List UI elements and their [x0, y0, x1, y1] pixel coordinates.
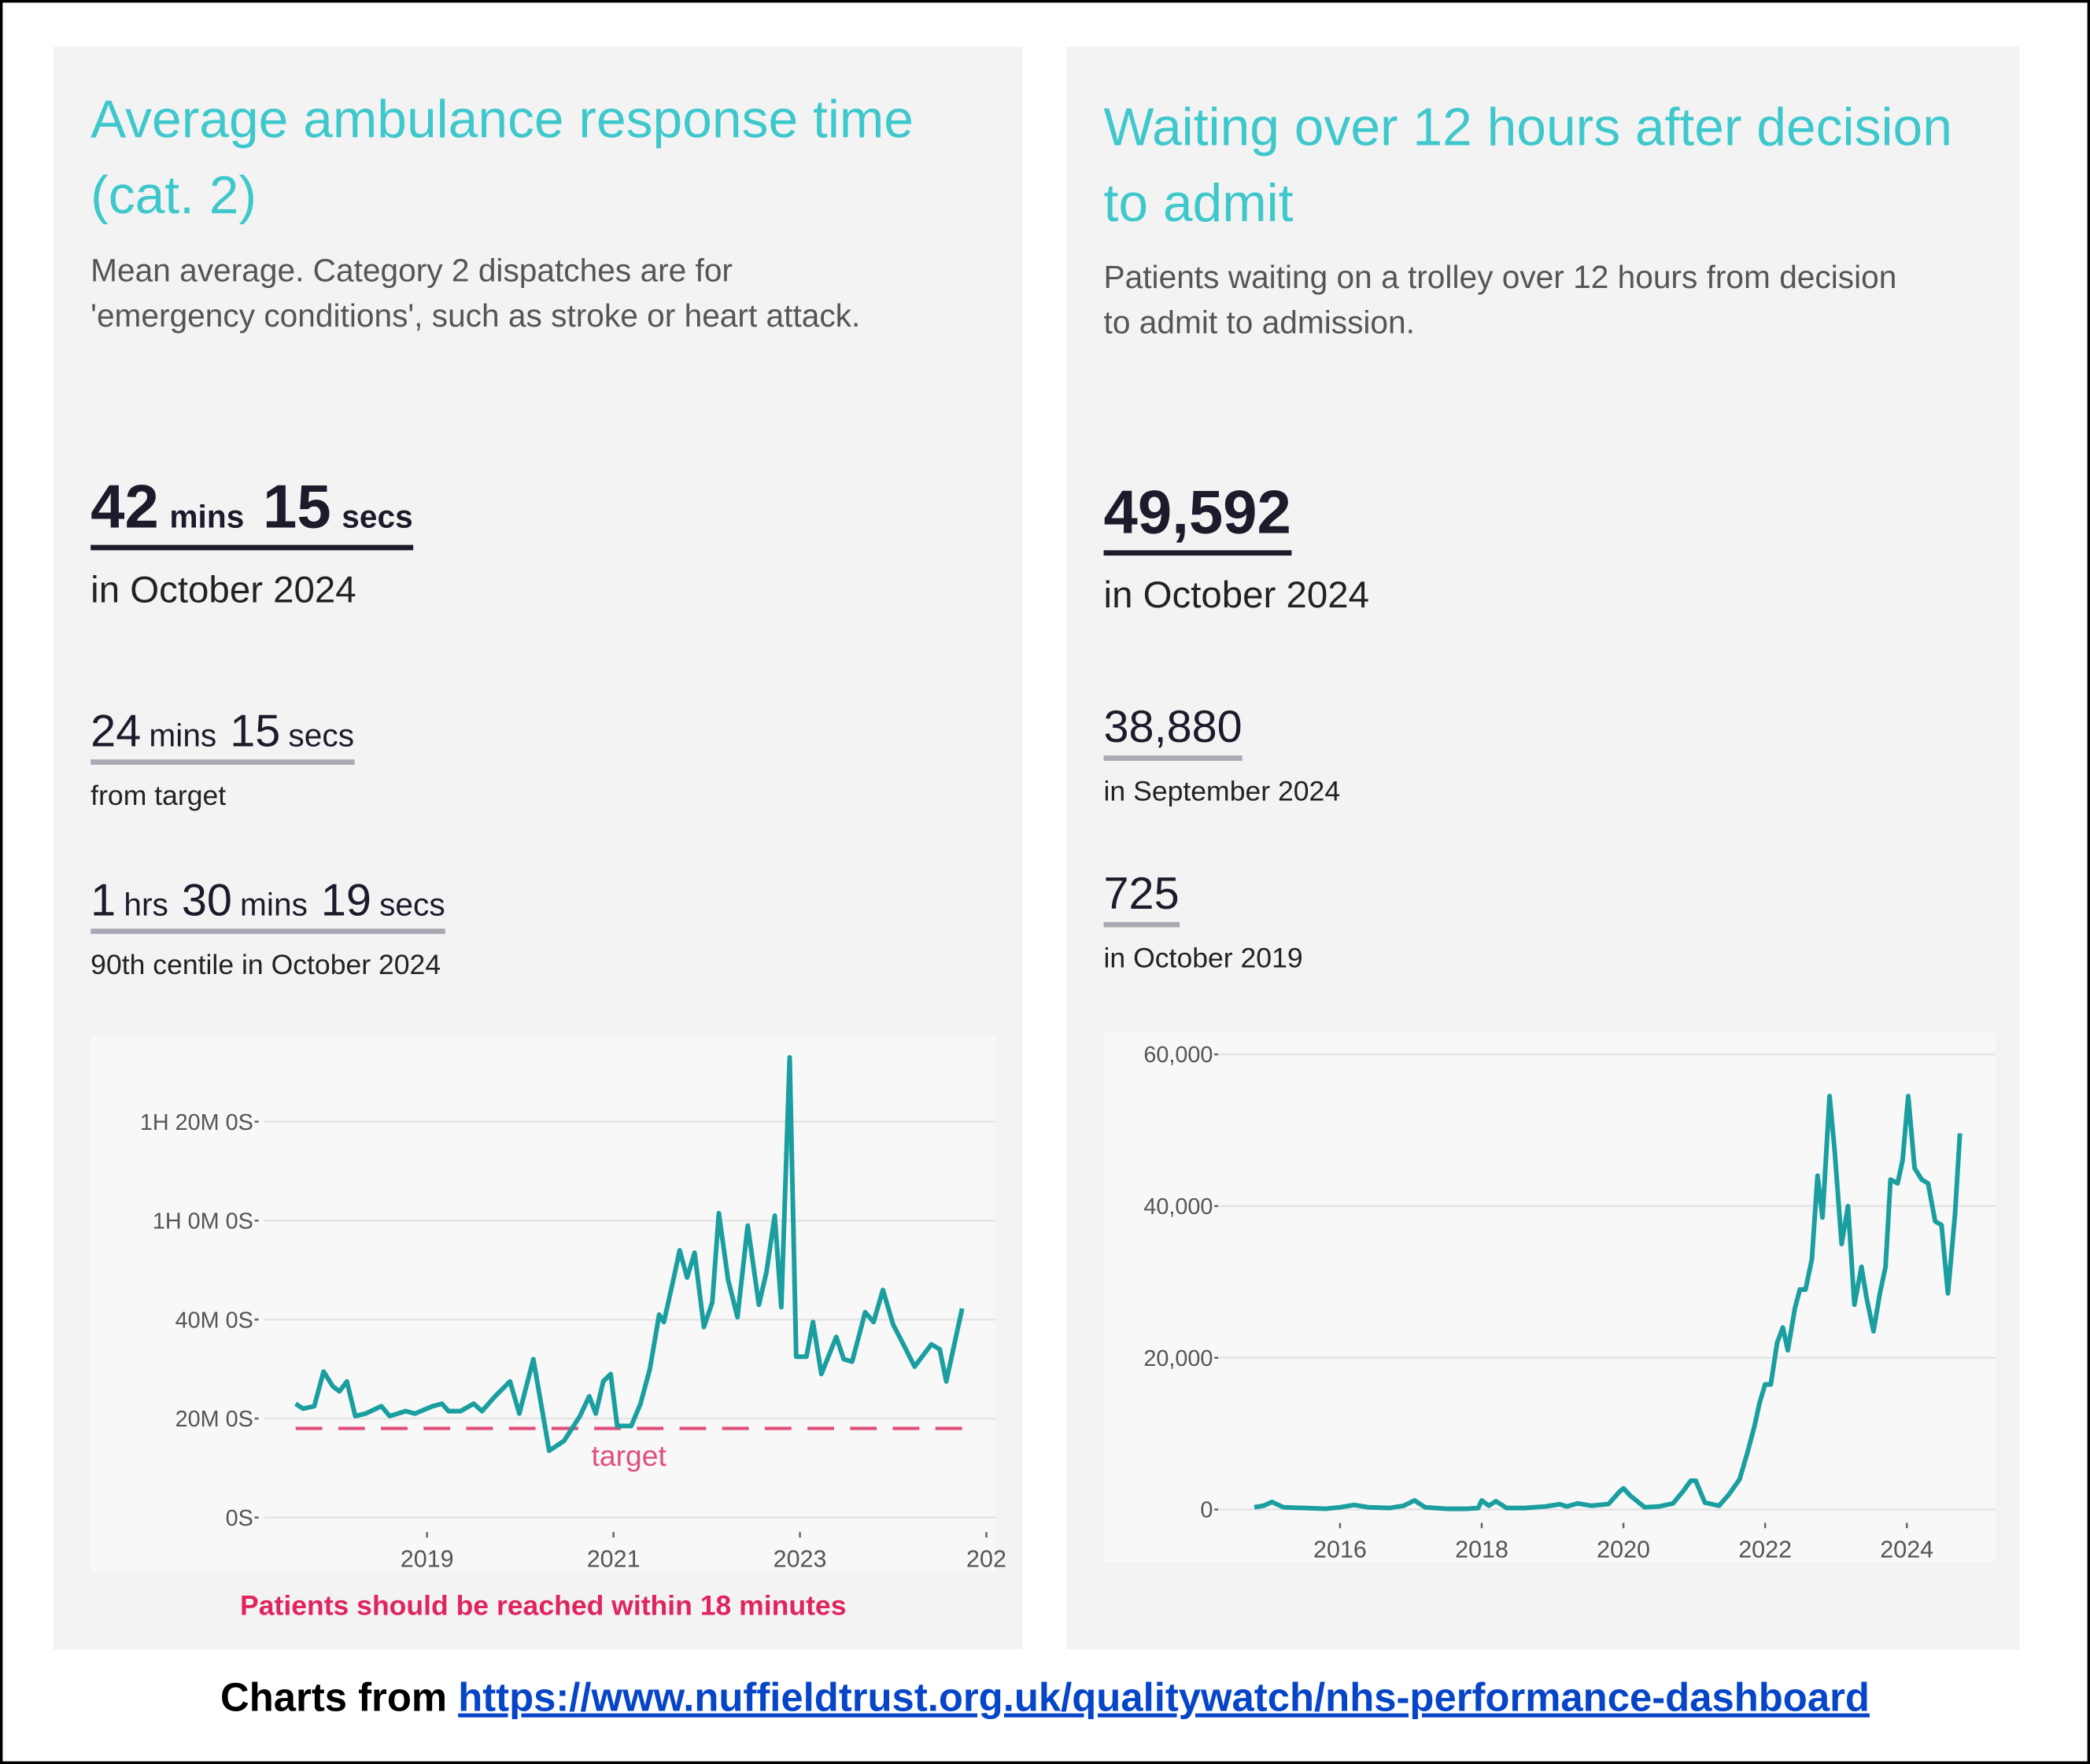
stat-caption: in September 2024 [1103, 777, 1341, 808]
stat-value: 725 [1103, 869, 1180, 928]
x-tick-label: 2022 [1738, 1537, 1792, 1563]
stat-number: 19 [320, 875, 371, 926]
stat-unit: mins [240, 887, 308, 924]
stat-number: 1 [90, 875, 116, 926]
plot-area [90, 1036, 996, 1573]
stat-caption: from target [90, 781, 227, 812]
x-tick-label: 2023 [774, 1545, 827, 1572]
panel-subtitle: Patients waiting on a trolley over 12 ho… [1103, 260, 1897, 341]
stat-value: 1 hrs 30 mins 19 secs [90, 876, 445, 935]
plot-area [1103, 1032, 1996, 1562]
stat: 24 mins 15 secs from target [90, 706, 355, 812]
stat-value: 49,592 [1103, 476, 1291, 556]
stat: 38,880 in September 2024 [1103, 702, 1341, 808]
data-line [294, 1054, 965, 1453]
stat-unit: secs [379, 887, 445, 924]
stat-unit: secs [342, 500, 413, 536]
x-tick-label: 2019 [401, 1545, 454, 1572]
stat-value: 42 mins 15 secs [90, 471, 413, 551]
stat-value: 38,880 [1103, 702, 1243, 761]
panel-title: Average ambulance response time (cat. 2) [90, 90, 914, 226]
stat-caption: in October 2024 [1103, 574, 1370, 616]
stat-unit: hrs [124, 887, 168, 924]
stat-number: 15 [263, 471, 331, 541]
stat: 725 in October 2019 [1103, 869, 1303, 975]
y-tick-label: 40M 0S [175, 1308, 253, 1333]
x-tick-label: 202 [966, 1545, 1006, 1572]
x-tick-label: 2016 [1313, 1537, 1367, 1563]
x-tick-label: 2018 [1455, 1537, 1508, 1563]
data-line [1254, 1094, 1963, 1511]
y-tick-label: 1H 0M 0S [153, 1209, 253, 1234]
y-tick-label: 20M 0S [175, 1407, 253, 1432]
stat-value: 24 mins 15 secs [90, 706, 355, 765]
stat-caption: in October 2024 [90, 569, 356, 611]
headline-stat: 42 mins 15 secs in October 2024 [90, 471, 413, 611]
stat-number: 49,592 [1103, 477, 1291, 547]
stat-number: 30 [181, 875, 232, 926]
y-tick-label: 1H 20M 0S [140, 1110, 253, 1135]
x-tick-label: 2020 [1597, 1537, 1650, 1563]
y-tick-label: 0 [1200, 1498, 1213, 1523]
footer-text: Charts from [220, 1676, 448, 1721]
target-label: target [592, 1439, 667, 1472]
stat-unit: secs [288, 718, 355, 755]
y-tick-label: 0S [226, 1506, 253, 1531]
stat: 1 hrs 30 mins 19 secs 90th centile in October … [90, 876, 445, 982]
source-link[interactable]: https://www.nuffieldtrust.org.uk/quality… [458, 1676, 1870, 1721]
stat-number: 24 [90, 706, 142, 757]
y-tick-label: 40,000 [1143, 1194, 1213, 1220]
stat-number: 15 [230, 706, 281, 757]
stat-caption: 90th centile in October 2024 [90, 950, 441, 981]
panel-title: Waiting over 12 hours after decision to … [1103, 98, 1952, 234]
stat-number: 42 [90, 471, 159, 541]
stat-unit: mins [149, 718, 217, 755]
x-tick-label: 2024 [1880, 1537, 1933, 1563]
panel-subtitle: Mean average. Category 2 dispatches are … [90, 253, 861, 335]
footer: Charts from https://www.nuffieldtrust.or… [0, 1676, 2090, 1722]
stat-number: 725 [1103, 869, 1180, 920]
x-tick-label: 2021 [587, 1545, 641, 1572]
stat-caption: in October 2019 [1103, 943, 1303, 974]
headline-stat: 49,592 in October 2024 [1103, 476, 1370, 617]
annotation: Patients should be reached within 18 min… [240, 1589, 846, 1621]
y-tick-label: 60,000 [1143, 1043, 1213, 1068]
stat-unit: mins [169, 500, 245, 536]
y-tick-label: 20,000 [1143, 1346, 1213, 1371]
stat-number: 38,880 [1103, 702, 1243, 753]
